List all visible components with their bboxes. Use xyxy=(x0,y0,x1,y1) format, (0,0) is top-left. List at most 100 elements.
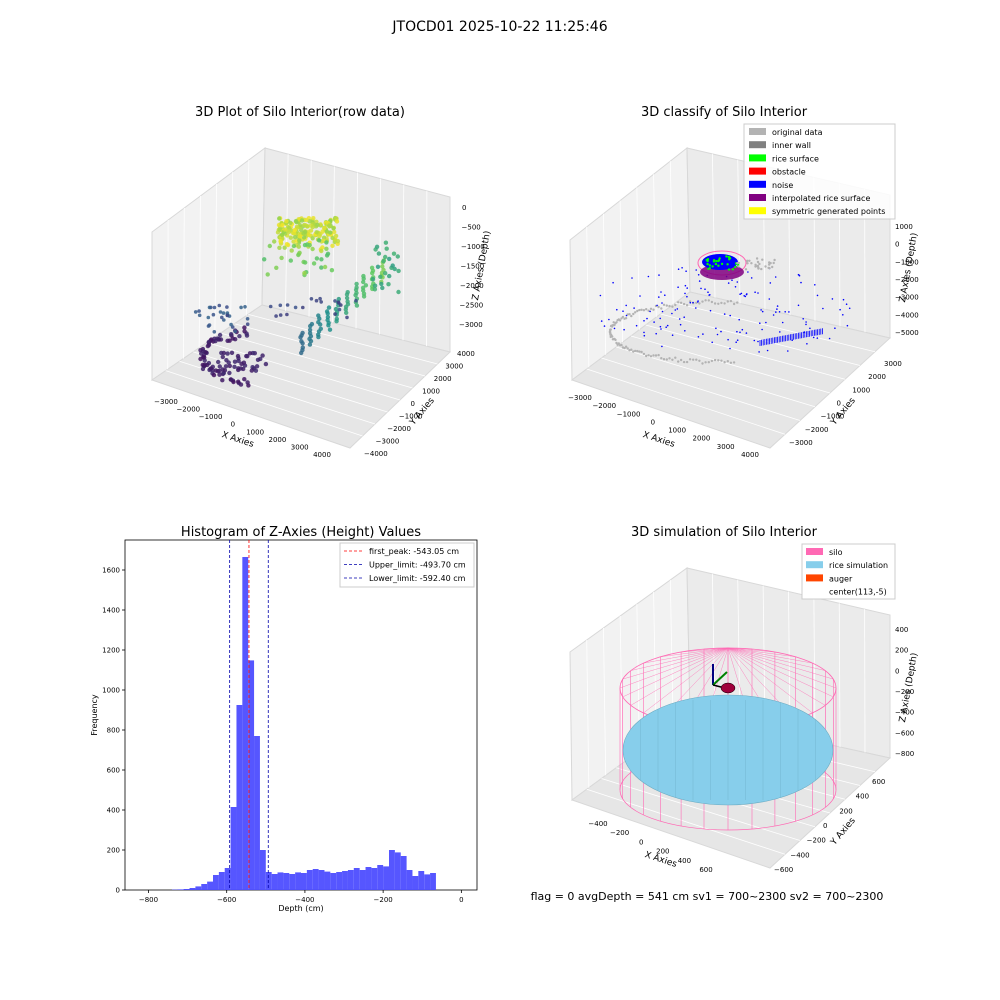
classified-noise-point xyxy=(684,292,686,295)
histogram-y-tick-label: 600 xyxy=(107,767,120,775)
classified-noise-point xyxy=(683,316,685,319)
classified-original-point xyxy=(756,260,760,264)
classified-original-point xyxy=(726,300,729,303)
classified-noise-point xyxy=(599,294,602,297)
classified-noise-point xyxy=(684,330,686,332)
raw-point xyxy=(274,314,278,318)
classified-noise-point xyxy=(805,323,807,326)
raw-point xyxy=(225,338,230,343)
silo-roof-line xyxy=(727,647,834,698)
classified-original-point xyxy=(757,267,760,270)
classified-noise-point xyxy=(697,274,700,276)
raw-point xyxy=(278,313,283,317)
raw-point xyxy=(354,303,360,308)
raw-z-tick-label: −2000 xyxy=(460,282,484,290)
classified-legend-swatch xyxy=(749,128,766,135)
raw-point xyxy=(354,281,359,287)
classified-z-tick-label: −1000 xyxy=(895,258,919,266)
classified-original-point xyxy=(713,358,717,362)
classified-noise-point xyxy=(674,309,677,311)
classified-noise-point xyxy=(635,324,638,327)
histogram-y-axis-label: Frequency xyxy=(90,694,99,736)
raw-x-tick-label: −3000 xyxy=(154,398,178,406)
classified-noise-point xyxy=(766,349,769,352)
simulation-back-gridline xyxy=(813,597,816,742)
raw-point xyxy=(213,338,218,344)
classified-rice-surface-point xyxy=(715,260,718,263)
classified-legend-swatch xyxy=(749,207,766,215)
raw-point xyxy=(324,229,330,234)
classified-rice-surface-point xyxy=(734,265,737,269)
raw-y-tick-label: −3000 xyxy=(376,438,400,446)
raw-floor-gridline xyxy=(165,370,363,437)
classified-noise-point xyxy=(736,330,738,333)
simulation-legend: silo rice simulation auger center(113,-5) xyxy=(801,543,896,600)
raw-point xyxy=(217,368,222,374)
classified-original-point xyxy=(772,261,775,265)
raw-point xyxy=(383,240,389,245)
classified-original-point xyxy=(704,361,707,364)
raw-point xyxy=(211,312,216,317)
simulation-legend-swatch xyxy=(806,574,823,582)
classified-noise-point xyxy=(685,270,687,273)
histogram-bar xyxy=(177,889,184,890)
classified-original-point xyxy=(695,301,698,304)
classified-noise-point xyxy=(678,318,681,320)
simulation-legend-swatch xyxy=(806,561,823,569)
raw-point xyxy=(307,327,313,333)
classified-original-point xyxy=(662,358,666,361)
histogram-y-tick-label: 400 xyxy=(107,807,120,815)
raw-point xyxy=(387,256,392,262)
raw-y-tick-label: 1000 xyxy=(422,388,440,396)
raw-point xyxy=(316,238,322,243)
histogram-bar xyxy=(406,870,413,890)
simulation-left-gridline xyxy=(603,627,607,776)
classified-x-tick-label: 4000 xyxy=(741,451,759,459)
raw-point xyxy=(344,295,350,301)
raw-floor-gridline xyxy=(234,323,426,377)
classified-noise-point xyxy=(697,300,699,302)
classified-y-tick-label: −3000 xyxy=(789,439,813,447)
classified-noise-point xyxy=(684,284,687,287)
classified-floor-gridline xyxy=(601,357,801,421)
classified-original-point xyxy=(660,307,663,310)
raw-point xyxy=(225,351,230,356)
raw-point xyxy=(300,330,305,336)
classified-noise-point xyxy=(608,318,610,321)
classified-original-point xyxy=(640,308,643,311)
classified-original-point xyxy=(746,259,749,262)
histogram-bar xyxy=(183,889,190,890)
classified-noise-point xyxy=(622,310,624,313)
classified-noise-point xyxy=(784,311,786,313)
classified-noise-point xyxy=(842,314,844,316)
classified-original-point xyxy=(647,354,650,357)
classified-noise-point xyxy=(834,327,836,330)
classified-original-point xyxy=(649,355,653,358)
classified-noise-point xyxy=(727,282,730,284)
classified-original-point xyxy=(707,361,710,364)
raw-point xyxy=(319,257,324,262)
classified-legend-label: obstacle xyxy=(772,168,806,177)
simulation-z-tick-label: 0 xyxy=(895,667,899,675)
classified-original-point xyxy=(720,359,723,362)
histogram-x-tick-label: −200 xyxy=(374,896,393,904)
classified-noise-point xyxy=(816,337,819,339)
classified-noise-point xyxy=(774,276,777,278)
classified-original-point xyxy=(652,308,655,311)
classified-noise-point xyxy=(842,298,845,301)
classified-rice-surface-point xyxy=(706,258,710,261)
classified-noise-point xyxy=(647,275,650,278)
raw-point xyxy=(277,245,282,250)
raw-point xyxy=(318,326,323,331)
raw-point xyxy=(311,216,316,221)
classified-noise-point xyxy=(676,308,679,310)
simulation-y-tick-label: 0 xyxy=(823,822,827,830)
histogram-bar xyxy=(371,868,378,890)
classified-z-tick-label: −3000 xyxy=(895,294,919,302)
histogram-bar xyxy=(224,868,231,890)
raw-point xyxy=(254,364,260,369)
raw-point xyxy=(242,377,247,382)
classified-noise-point xyxy=(757,292,759,294)
histogram-bar xyxy=(389,850,395,890)
raw-point xyxy=(255,357,261,362)
